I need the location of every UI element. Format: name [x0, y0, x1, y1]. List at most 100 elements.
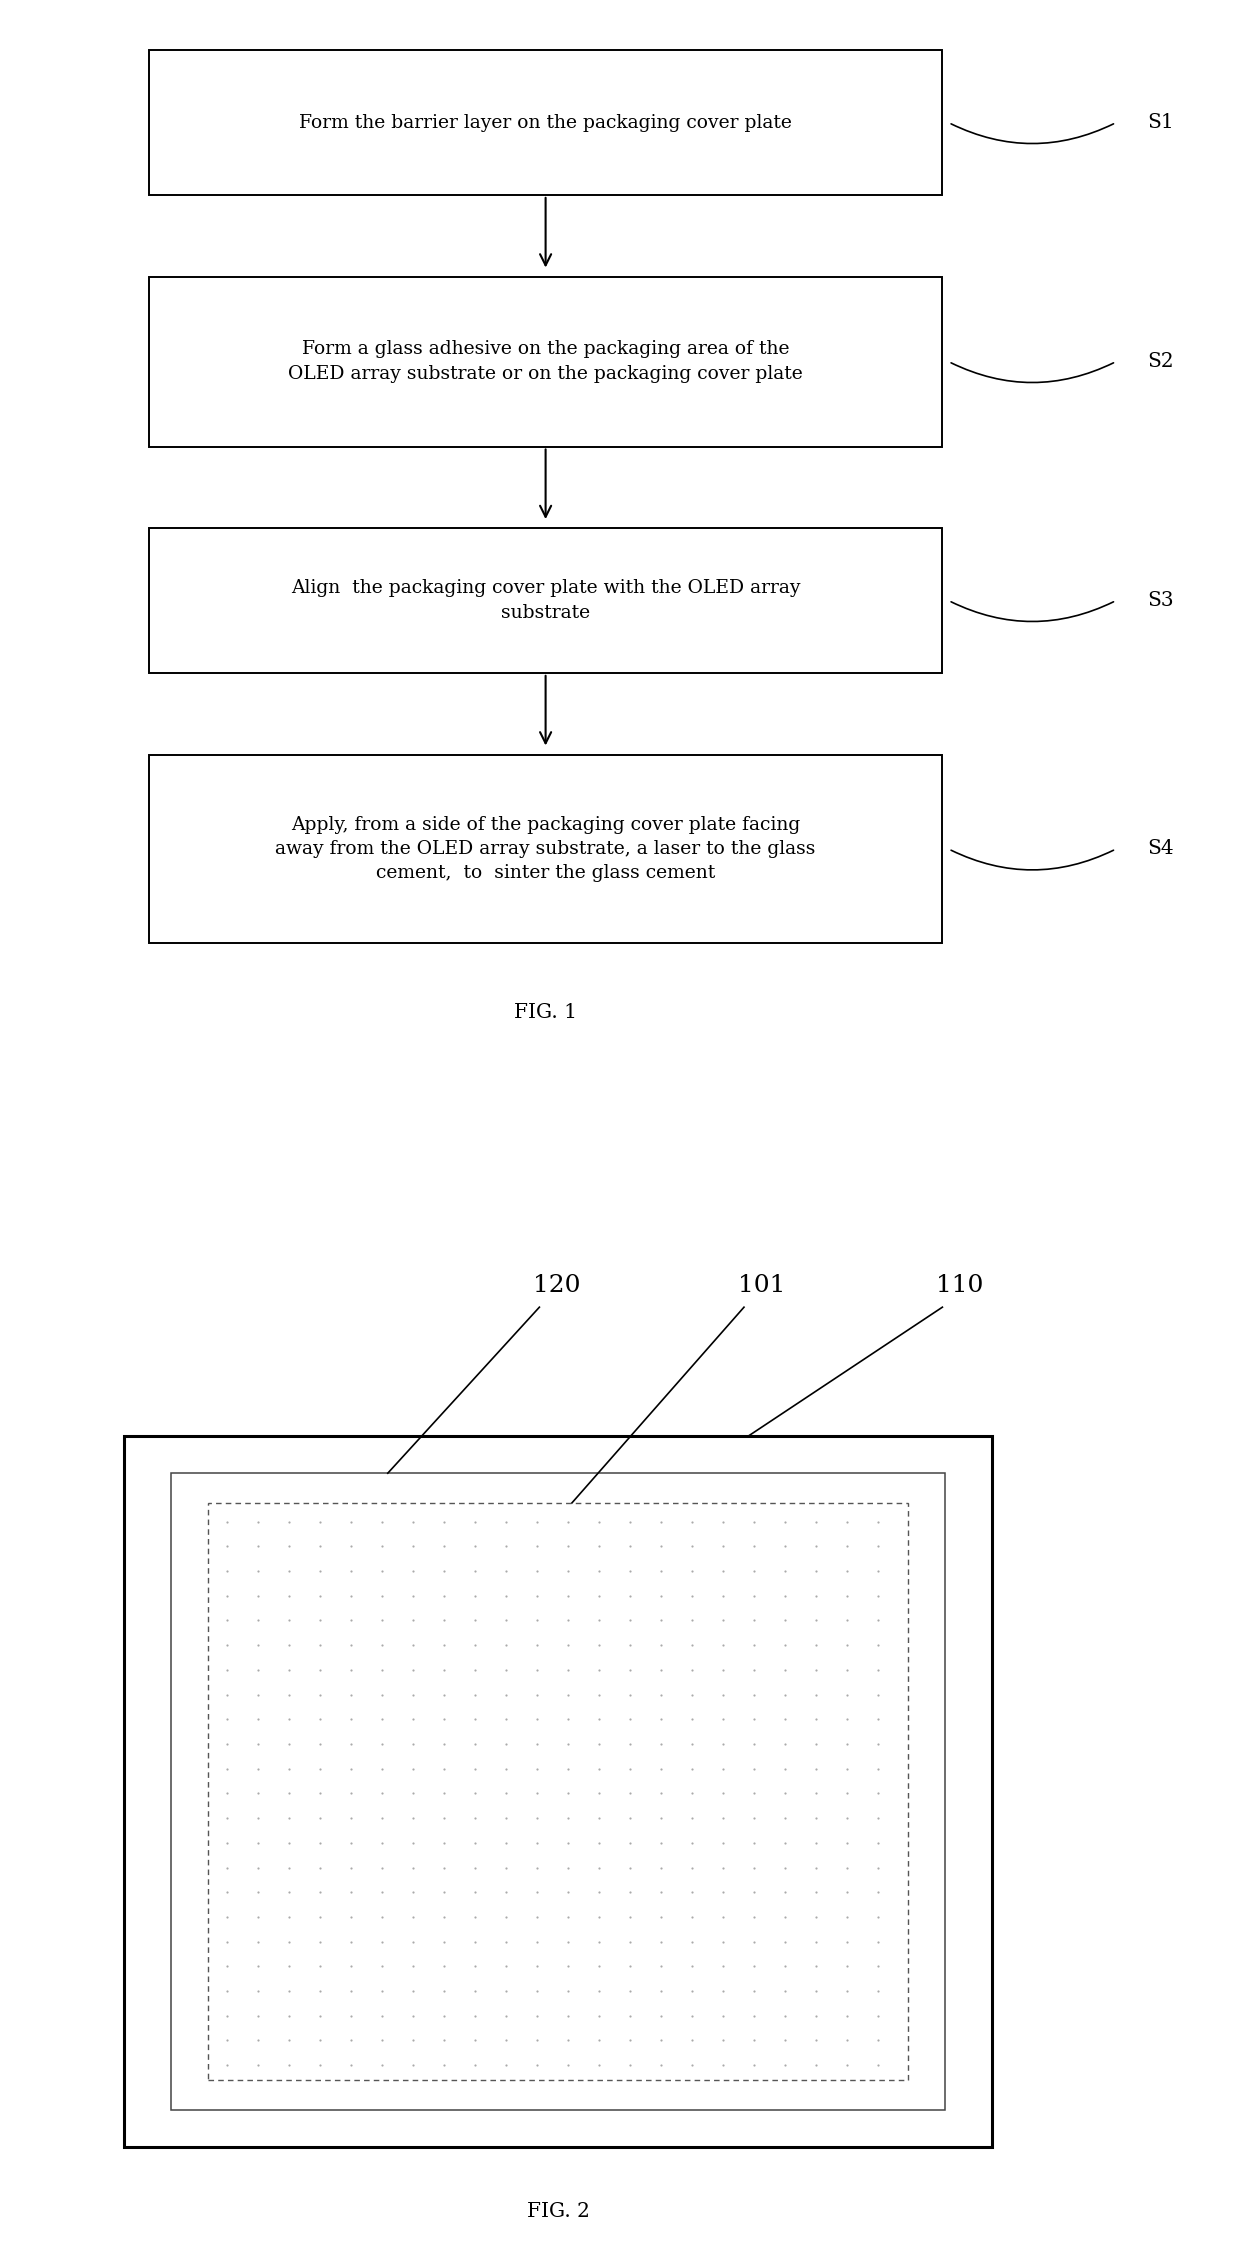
Point [682, 1626, 702, 1662]
Point [434, 1923, 454, 1959]
Point [527, 1527, 547, 1563]
Point [434, 1898, 454, 1934]
Point [806, 1972, 826, 2008]
Point [868, 2046, 888, 2082]
Point [465, 1972, 485, 2008]
Point [527, 1577, 547, 1613]
Point [651, 1552, 671, 1588]
Point [341, 1601, 361, 1637]
Point [558, 1552, 578, 1588]
Point [372, 1676, 392, 1711]
Point [310, 2021, 330, 2057]
Point [434, 1676, 454, 1711]
Point [465, 2046, 485, 2082]
Point [558, 1947, 578, 1983]
Point [372, 1923, 392, 1959]
Point [651, 1503, 671, 1539]
Point [837, 1750, 857, 1786]
Text: S1: S1 [1147, 112, 1174, 133]
Point [434, 1799, 454, 1835]
Point [558, 1626, 578, 1662]
Point [589, 1552, 609, 1588]
Point [496, 1848, 516, 1884]
Point [713, 1799, 733, 1835]
Point [341, 1774, 361, 1810]
Point [465, 1601, 485, 1637]
Text: Align  the packaging cover plate with the OLED array
substrate: Align the packaging cover plate with the… [291, 579, 800, 622]
Point [279, 1725, 299, 1761]
Point [806, 1601, 826, 1637]
Point [527, 1873, 547, 1909]
Point [744, 1700, 764, 1736]
Point [744, 1750, 764, 1786]
Point [279, 1676, 299, 1711]
Point [713, 1527, 733, 1563]
Point [558, 2046, 578, 2082]
Point [837, 1824, 857, 1860]
Point [248, 1503, 268, 1539]
Point [682, 1824, 702, 1860]
Point [682, 1947, 702, 1983]
Point [527, 1947, 547, 1983]
Point [434, 1873, 454, 1909]
Point [248, 1824, 268, 1860]
Point [589, 1848, 609, 1884]
Point [496, 1750, 516, 1786]
Point [372, 1527, 392, 1563]
Point [558, 1676, 578, 1711]
Point [248, 1676, 268, 1711]
Point [465, 1676, 485, 1711]
Point [589, 1601, 609, 1637]
Point [248, 1577, 268, 1613]
Point [682, 2021, 702, 2057]
Point [496, 1651, 516, 1687]
Point [620, 1972, 640, 2008]
Point [310, 1626, 330, 1662]
Text: S3: S3 [1147, 591, 1173, 611]
Point [496, 1552, 516, 1588]
Bar [149, 755, 942, 943]
Point [217, 1676, 237, 1711]
Point [868, 1503, 888, 1539]
Point [496, 1898, 516, 1934]
Point [403, 1725, 423, 1761]
Point [775, 2021, 795, 2057]
Point [744, 1848, 764, 1884]
Point [775, 1527, 795, 1563]
Point [713, 2046, 733, 2082]
Point [465, 1626, 485, 1662]
Point [496, 1774, 516, 1810]
Point [682, 1750, 702, 1786]
Bar [149, 49, 942, 195]
Point [434, 1824, 454, 1860]
Text: S4: S4 [1147, 840, 1173, 858]
Point [527, 1774, 547, 1810]
Bar [171, 1473, 945, 2109]
Point [558, 1799, 578, 1835]
Point [496, 1799, 516, 1835]
Point [837, 2021, 857, 2057]
Point [558, 1848, 578, 1884]
Point [248, 1873, 268, 1909]
Point [341, 1676, 361, 1711]
Point [713, 1898, 733, 1934]
Point [775, 1774, 795, 1810]
Point [434, 1774, 454, 1810]
Point [341, 1552, 361, 1588]
Point [310, 1997, 330, 2033]
Point [837, 2046, 857, 2082]
Point [744, 1873, 764, 1909]
Point [403, 1848, 423, 1884]
Point [682, 1848, 702, 1884]
Point [620, 1725, 640, 1761]
Point [775, 1676, 795, 1711]
Point [279, 1923, 299, 1959]
Point [279, 1626, 299, 1662]
Point [434, 1577, 454, 1613]
Point [248, 1997, 268, 2033]
Point [868, 1898, 888, 1934]
Text: S2: S2 [1147, 353, 1173, 371]
Point [806, 1923, 826, 1959]
Point [868, 1626, 888, 1662]
Point [527, 1651, 547, 1687]
